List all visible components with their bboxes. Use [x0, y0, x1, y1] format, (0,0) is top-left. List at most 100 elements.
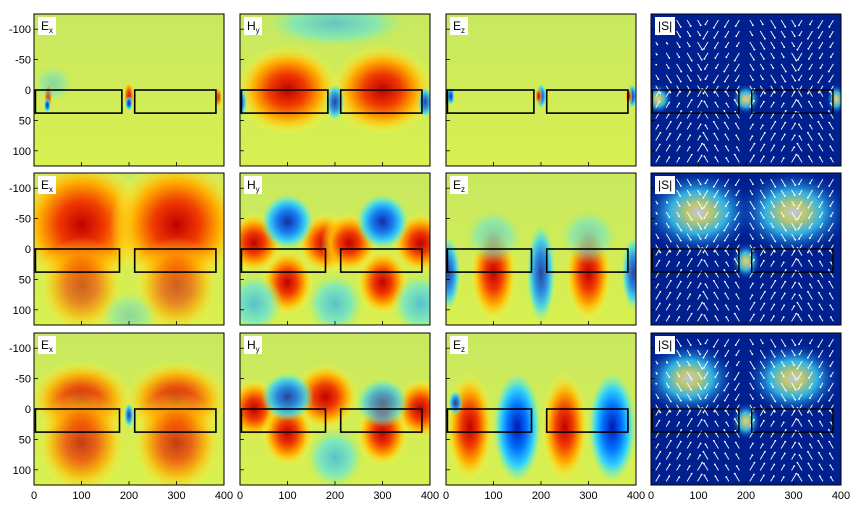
- poynting-arrow: [655, 89, 661, 97]
- poynting-arrowhead: [828, 292, 831, 295]
- poynting-arrow: [725, 465, 730, 471]
- poynting-arrowhead: [733, 99, 736, 101]
- poynting-arrow: [749, 462, 755, 471]
- poynting-arrow: [828, 74, 834, 82]
- poynting-arrowhead: [702, 206, 705, 209]
- poynting-arrowhead: [762, 474, 765, 477]
- poynting-arrowhead: [798, 24, 800, 27]
- poynting-arrow: [655, 303, 661, 311]
- poynting-arrowhead: [797, 473, 799, 476]
- poynting-arrow: [759, 451, 766, 460]
- poynting-arrowhead: [689, 344, 692, 346]
- poynting-arrow: [808, 315, 813, 322]
- poynting-arrowhead: [773, 36, 776, 39]
- poynting-arrow: [734, 473, 740, 482]
- poynting-arrowhead: [703, 58, 706, 60]
- poynting-arrowhead: [679, 399, 682, 402]
- poynting-arrow: [697, 462, 703, 471]
- poynting-arrowhead: [827, 229, 830, 232]
- poynting-arrowhead: [827, 428, 830, 431]
- poynting-arrowhead: [678, 102, 681, 105]
- poynting-arrow: [714, 52, 719, 59]
- poynting-arrowhead: [772, 101, 775, 104]
- poynting-arrowhead: [784, 440, 787, 443]
- poynting-arrowhead: [668, 303, 671, 306]
- poynting-arrowhead: [797, 217, 799, 220]
- poynting-arrow: [759, 113, 764, 119]
- poynting-arrowhead: [714, 420, 717, 423]
- poynting-arrow: [828, 382, 834, 391]
- poynting-arrow: [798, 233, 803, 240]
- poynting-arrowhead: [733, 153, 736, 156]
- poynting-arrowhead: [699, 294, 702, 297]
- poynting-arrow: [770, 452, 776, 460]
- poynting-arrow: [676, 30, 681, 38]
- poynting-arrow: [818, 30, 824, 39]
- poynting-arrowhead: [699, 123, 702, 126]
- poynting-arrowhead: [794, 79, 797, 82]
- poynting-arrow: [676, 19, 682, 28]
- poynting-arrowhead: [713, 36, 716, 39]
- poynting-arrow: [807, 200, 813, 209]
- poynting-arrow: [807, 291, 813, 300]
- panel-r1-c4: |S|: [650, 13, 842, 167]
- poynting-arrow: [829, 305, 834, 311]
- poynting-arrow: [797, 474, 803, 482]
- poynting-arrowhead: [679, 185, 682, 187]
- poynting-arrowhead: [688, 204, 691, 207]
- poynting-arrow: [655, 291, 661, 300]
- poynting-arrowhead: [796, 301, 799, 304]
- poynting-arrow: [735, 393, 740, 401]
- poynting-arrowhead: [819, 67, 822, 70]
- x-tick-label: 0: [443, 490, 449, 502]
- poynting-arrowhead: [774, 279, 777, 282]
- poynting-arrowhead: [666, 201, 669, 204]
- poynting-arrowhead: [678, 375, 681, 378]
- poynting-arrow: [829, 360, 834, 367]
- poynting-arrow: [780, 360, 785, 367]
- poynting-arrowhead: [773, 250, 776, 253]
- x-tick-label: 100: [484, 490, 502, 502]
- poynting-arrowhead: [795, 153, 798, 156]
- poynting-arrowhead: [679, 452, 682, 455]
- poynting-arrowhead: [690, 269, 693, 272]
- poynting-arrowhead: [734, 441, 737, 444]
- poynting-arrow: [808, 260, 813, 267]
- poynting-arrowhead: [817, 132, 820, 135]
- poynting-arrow: [697, 283, 702, 289]
- poynting-arrowhead: [809, 124, 811, 127]
- poynting-arrowhead: [689, 354, 692, 357]
- poynting-arrow: [759, 189, 766, 198]
- waveguide-outline: [339, 408, 423, 433]
- x-tick-label: 200: [737, 490, 755, 502]
- poynting-arrowhead: [753, 367, 756, 370]
- poynting-arrowhead: [807, 419, 810, 422]
- poynting-arrow: [724, 189, 730, 197]
- poynting-arrowhead: [700, 258, 703, 261]
- poynting-arrowhead: [689, 25, 692, 27]
- poynting-arrow: [704, 222, 709, 229]
- poynting-arrow: [676, 233, 682, 241]
- poynting-arrowhead: [658, 462, 661, 465]
- waveguide-outline: [446, 248, 533, 273]
- poynting-arrow: [780, 429, 787, 438]
- panel-label: Ex: [38, 17, 56, 35]
- poynting-arrow: [713, 233, 719, 242]
- poynting-arrow: [749, 314, 755, 322]
- poynting-arrowhead: [828, 452, 831, 455]
- poynting-arrowhead: [669, 451, 672, 454]
- poynting-arrow: [770, 409, 775, 416]
- poynting-arrow: [686, 393, 692, 401]
- poynting-arrowhead: [818, 420, 821, 423]
- poynting-arrowhead: [796, 142, 799, 145]
- poynting-arrowhead: [713, 463, 716, 466]
- poynting-arrowhead: [703, 100, 706, 103]
- poynting-arrow: [828, 63, 834, 72]
- poynting-arrow: [829, 349, 834, 357]
- poynting-arrow: [655, 101, 660, 108]
- poynting-arrow: [676, 453, 681, 460]
- poynting-arrowhead: [688, 364, 691, 367]
- poynting-arrow: [655, 463, 661, 471]
- waveguide-outline: [34, 248, 121, 273]
- poynting-arrow: [665, 315, 670, 322]
